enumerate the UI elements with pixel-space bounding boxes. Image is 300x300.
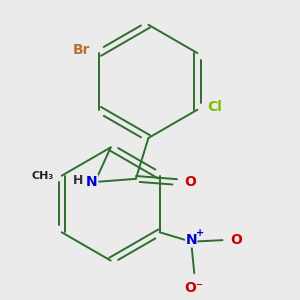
Text: N: N: [185, 233, 197, 247]
Text: Cl: Cl: [207, 100, 222, 113]
Text: +: +: [196, 228, 204, 238]
Text: Br: Br: [73, 43, 90, 57]
Text: O: O: [184, 175, 196, 189]
Text: O: O: [230, 233, 242, 247]
Text: N: N: [86, 175, 98, 189]
Text: O⁻: O⁻: [185, 281, 204, 295]
Text: H: H: [73, 174, 83, 187]
Text: CH₃: CH₃: [32, 171, 54, 181]
